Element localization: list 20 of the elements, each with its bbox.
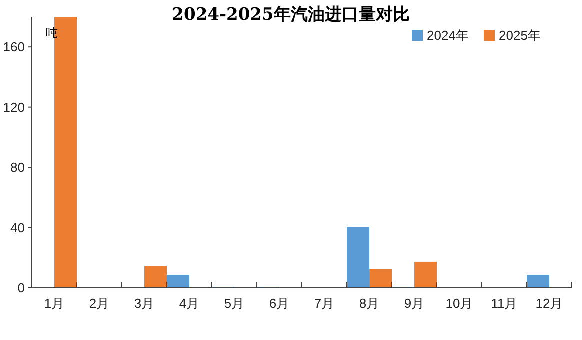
y-tick-label: 0 — [18, 280, 25, 296]
x-tick-label: 1月 — [44, 296, 65, 311]
x-tick-label: 6月 — [269, 296, 290, 311]
x-tick-label: 3月 — [134, 296, 155, 311]
legend-label: 2025年 — [499, 28, 541, 43]
x-tick-label: 11月 — [491, 296, 518, 311]
y-tick-label: 40 — [10, 220, 25, 236]
x-tick-label: 10月 — [446, 296, 474, 311]
x-tick-label: 9月 — [404, 296, 425, 311]
x-tick-label: 12月 — [536, 296, 564, 311]
x-tick-label: 5月 — [224, 296, 245, 311]
y-tick-label: 80 — [10, 160, 25, 176]
x-tick-label: 2月 — [89, 296, 110, 311]
x-tick-label: 4月 — [179, 296, 200, 311]
legend-label: 2024年 — [427, 28, 469, 43]
x-tick-label: 7月 — [314, 296, 335, 311]
chart-title: 2024-2025年汽油进口量对比 — [172, 5, 410, 25]
x-tick-label: 8月 — [359, 296, 380, 311]
y-tick-label: 160 — [3, 40, 25, 55]
y-tick-label: 120 — [3, 100, 25, 115]
